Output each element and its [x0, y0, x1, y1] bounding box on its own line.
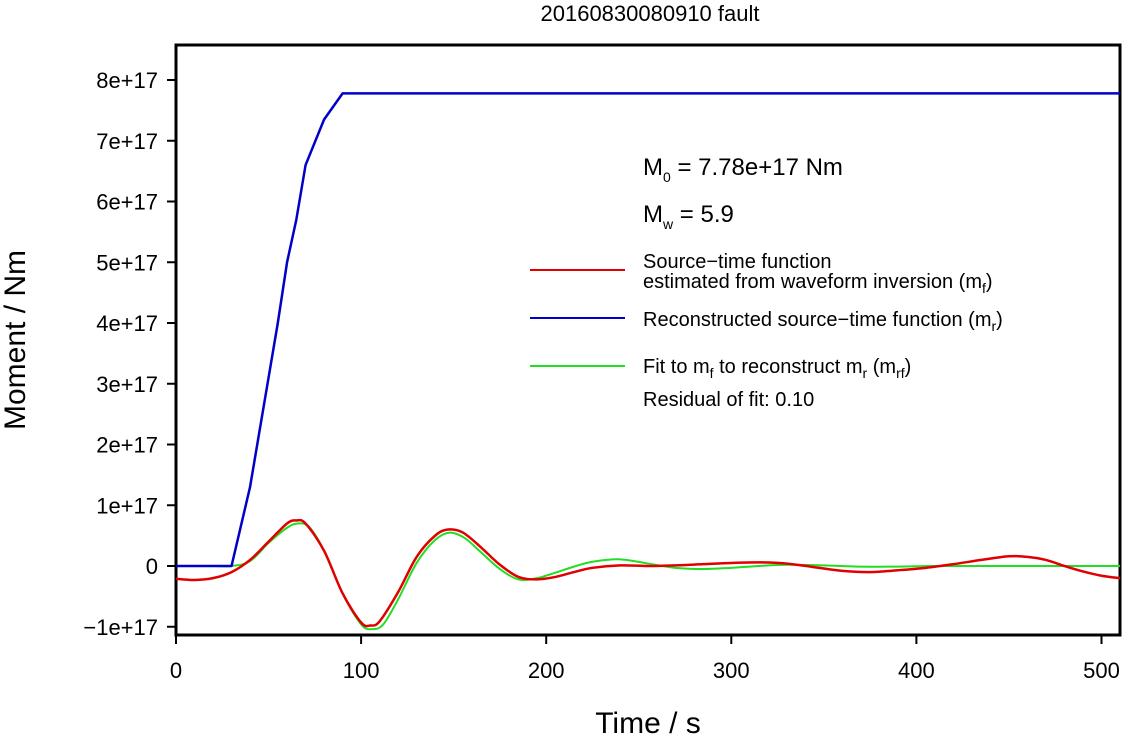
- legend-label-mf-line1: Source−time function: [643, 251, 831, 273]
- series-line-mf: [176, 518, 1120, 628]
- residual-annotation: Residual of fit: 0.10: [643, 389, 814, 411]
- y-tick-label: −1e+17: [83, 615, 158, 640]
- series-group: [176, 92, 1120, 631]
- x-tick-label: 300: [713, 658, 750, 683]
- y-axis-ticks: −1e+17 0 1e+17 2e+17 3e+17 4e+17 5e+17 6e+17 7e+…: [83, 68, 176, 640]
- x-tick-label: 500: [1083, 658, 1120, 683]
- seismic-moment-annotation: M0 = 7.78e+17 Nm: [643, 154, 843, 185]
- legend-label-mf-line2: estimated from waveform inversion (mf): [643, 271, 993, 296]
- moment-magnitude-annotation: Mw = 5.9: [643, 201, 734, 232]
- x-tick-label: 400: [898, 658, 935, 683]
- y-tick-label: 5e+17: [96, 250, 158, 275]
- chart-title: 20160830080910 fault: [541, 1, 760, 26]
- x-tick-label: 100: [343, 658, 380, 683]
- y-tick-label: 8e+17: [96, 68, 158, 93]
- plot-frame: [174, 43, 1122, 637]
- x-axis-label: Time / s: [595, 707, 701, 736]
- y-tick-label: 7e+17: [96, 129, 158, 154]
- x-tick-label: 200: [528, 658, 565, 683]
- legend-label-mrf: Fit to mf to reconstruct mr (mrf): [643, 356, 911, 381]
- legend: Source−time function estimated from wave…: [530, 251, 1003, 411]
- series-line-mr: [176, 92, 1120, 568]
- y-tick-label: 6e+17: [96, 190, 158, 215]
- y-axis-label: Moment / Nm: [0, 250, 32, 430]
- y-tick-label: 4e+17: [96, 311, 158, 336]
- legend-label-mr: Reconstructed source−time function (mr): [643, 309, 1003, 334]
- y-tick-label: 3e+17: [96, 372, 158, 397]
- x-tick-label: 0: [170, 658, 182, 683]
- x-axis-ticks: 0 100 200 300 400 500: [170, 635, 1120, 683]
- y-tick-label: 1e+17: [96, 493, 158, 518]
- y-tick-label: 2e+17: [96, 433, 158, 458]
- y-tick-label: 0: [146, 554, 158, 579]
